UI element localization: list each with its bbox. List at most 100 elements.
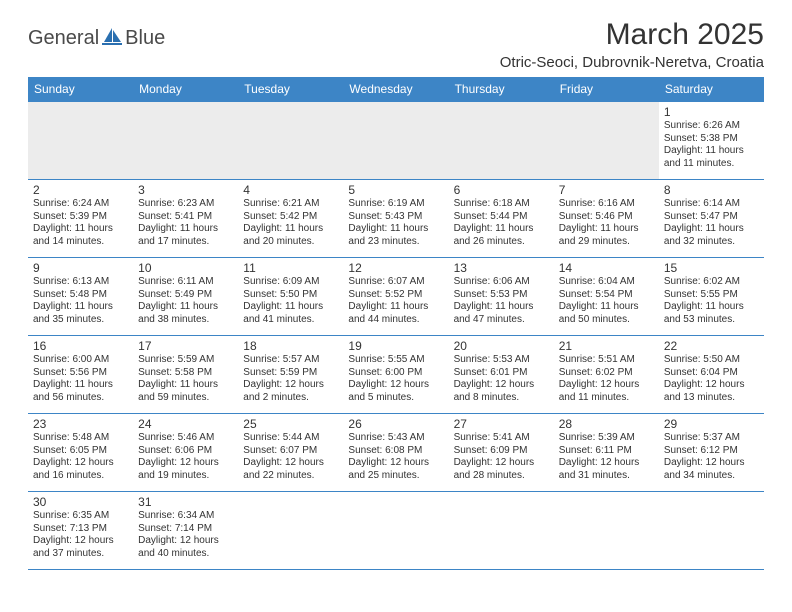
weekday-saturday: Saturday [659,77,764,102]
day-number: 16 [33,339,128,353]
day-number: 7 [559,183,654,197]
calendar-week-row: 1Sunrise: 6:26 AMSunset: 5:38 PMDaylight… [28,102,764,180]
day-info: Sunrise: 5:39 AMSunset: 6:11 PMDaylight:… [559,432,654,482]
day-number: 26 [348,417,443,431]
day-info: Sunrise: 6:07 AMSunset: 5:52 PMDaylight:… [348,276,443,326]
day-info: Sunrise: 6:21 AMSunset: 5:42 PMDaylight:… [243,198,338,248]
calendar-day-cell: 1Sunrise: 6:26 AMSunset: 5:38 PMDaylight… [659,102,764,180]
day-number: 8 [664,183,759,197]
day-number: 1 [664,105,759,119]
logo-text-general: General [28,27,99,50]
calendar-day-cell [343,102,448,180]
calendar-day-cell: 24Sunrise: 5:46 AMSunset: 6:06 PMDayligh… [133,414,238,492]
calendar-day-cell: 6Sunrise: 6:18 AMSunset: 5:44 PMDaylight… [449,180,554,258]
calendar-day-cell: 19Sunrise: 5:55 AMSunset: 6:00 PMDayligh… [343,336,448,414]
day-info: Sunrise: 6:04 AMSunset: 5:54 PMDaylight:… [559,276,654,326]
weekday-friday: Friday [554,77,659,102]
calendar-day-cell: 17Sunrise: 5:59 AMSunset: 5:58 PMDayligh… [133,336,238,414]
day-number: 25 [243,417,338,431]
calendar-day-cell [238,102,343,180]
logo: General Blue [28,26,165,51]
day-info: Sunrise: 6:11 AMSunset: 5:49 PMDaylight:… [138,276,233,326]
calendar-week-row: 2Sunrise: 6:24 AMSunset: 5:39 PMDaylight… [28,180,764,258]
calendar-day-cell: 27Sunrise: 5:41 AMSunset: 6:09 PMDayligh… [449,414,554,492]
calendar-day-cell [554,492,659,570]
calendar-week-row: 9Sunrise: 6:13 AMSunset: 5:48 PMDaylight… [28,258,764,336]
day-number: 13 [454,261,549,275]
day-info: Sunrise: 6:35 AMSunset: 7:13 PMDaylight:… [33,510,128,560]
day-number: 31 [138,495,233,509]
day-info: Sunrise: 6:19 AMSunset: 5:43 PMDaylight:… [348,198,443,248]
day-number: 12 [348,261,443,275]
calendar-day-cell [343,492,448,570]
day-number: 18 [243,339,338,353]
day-number: 5 [348,183,443,197]
day-number: 2 [33,183,128,197]
calendar-day-cell: 13Sunrise: 6:06 AMSunset: 5:53 PMDayligh… [449,258,554,336]
day-info: Sunrise: 5:46 AMSunset: 6:06 PMDaylight:… [138,432,233,482]
day-info: Sunrise: 6:13 AMSunset: 5:48 PMDaylight:… [33,276,128,326]
calendar-day-cell: 28Sunrise: 5:39 AMSunset: 6:11 PMDayligh… [554,414,659,492]
weekday-thursday: Thursday [449,77,554,102]
day-number: 29 [664,417,759,431]
day-info: Sunrise: 5:53 AMSunset: 6:01 PMDaylight:… [454,354,549,404]
day-info: Sunrise: 6:18 AMSunset: 5:44 PMDaylight:… [454,198,549,248]
day-number: 19 [348,339,443,353]
day-info: Sunrise: 6:06 AMSunset: 5:53 PMDaylight:… [454,276,549,326]
calendar-day-cell: 23Sunrise: 5:48 AMSunset: 6:05 PMDayligh… [28,414,133,492]
day-info: Sunrise: 6:09 AMSunset: 5:50 PMDaylight:… [243,276,338,326]
day-number: 11 [243,261,338,275]
day-info: Sunrise: 5:44 AMSunset: 6:07 PMDaylight:… [243,432,338,482]
day-info: Sunrise: 5:41 AMSunset: 6:09 PMDaylight:… [454,432,549,482]
day-number: 21 [559,339,654,353]
day-info: Sunrise: 5:48 AMSunset: 6:05 PMDaylight:… [33,432,128,482]
sail-icon [101,26,123,51]
weekday-header-row: Sunday Monday Tuesday Wednesday Thursday… [28,77,764,102]
month-title: March 2025 [500,18,764,52]
day-info: Sunrise: 6:23 AMSunset: 5:41 PMDaylight:… [138,198,233,248]
day-info: Sunrise: 6:14 AMSunset: 5:47 PMDaylight:… [664,198,759,248]
day-info: Sunrise: 5:50 AMSunset: 6:04 PMDaylight:… [664,354,759,404]
day-number: 10 [138,261,233,275]
calendar-day-cell: 5Sunrise: 6:19 AMSunset: 5:43 PMDaylight… [343,180,448,258]
calendar-day-cell: 9Sunrise: 6:13 AMSunset: 5:48 PMDaylight… [28,258,133,336]
calendar-day-cell: 11Sunrise: 6:09 AMSunset: 5:50 PMDayligh… [238,258,343,336]
day-number: 14 [559,261,654,275]
calendar-day-cell: 3Sunrise: 6:23 AMSunset: 5:41 PMDaylight… [133,180,238,258]
calendar-day-cell [449,492,554,570]
day-info: Sunrise: 5:57 AMSunset: 5:59 PMDaylight:… [243,354,338,404]
calendar-day-cell: 14Sunrise: 6:04 AMSunset: 5:54 PMDayligh… [554,258,659,336]
day-number: 23 [33,417,128,431]
calendar-day-cell [133,102,238,180]
location-text: Otric-Seoci, Dubrovnik-Neretva, Croatia [500,54,764,71]
calendar-day-cell: 12Sunrise: 6:07 AMSunset: 5:52 PMDayligh… [343,258,448,336]
calendar-day-cell [659,492,764,570]
calendar-day-cell: 2Sunrise: 6:24 AMSunset: 5:39 PMDaylight… [28,180,133,258]
calendar-day-cell: 18Sunrise: 5:57 AMSunset: 5:59 PMDayligh… [238,336,343,414]
day-info: Sunrise: 6:02 AMSunset: 5:55 PMDaylight:… [664,276,759,326]
weekday-wednesday: Wednesday [343,77,448,102]
day-number: 9 [33,261,128,275]
weekday-tuesday: Tuesday [238,77,343,102]
day-number: 3 [138,183,233,197]
calendar-day-cell: 29Sunrise: 5:37 AMSunset: 6:12 PMDayligh… [659,414,764,492]
day-info: Sunrise: 6:16 AMSunset: 5:46 PMDaylight:… [559,198,654,248]
day-info: Sunrise: 5:43 AMSunset: 6:08 PMDaylight:… [348,432,443,482]
title-block: March 2025 Otric-Seoci, Dubrovnik-Neretv… [500,18,764,71]
calendar-day-cell: 16Sunrise: 6:00 AMSunset: 5:56 PMDayligh… [28,336,133,414]
day-number: 30 [33,495,128,509]
calendar-week-row: 16Sunrise: 6:00 AMSunset: 5:56 PMDayligh… [28,336,764,414]
calendar-day-cell: 26Sunrise: 5:43 AMSunset: 6:08 PMDayligh… [343,414,448,492]
day-number: 27 [454,417,549,431]
weekday-monday: Monday [133,77,238,102]
calendar-table: Sunday Monday Tuesday Wednesday Thursday… [28,77,764,570]
calendar-day-cell: 31Sunrise: 6:34 AMSunset: 7:14 PMDayligh… [133,492,238,570]
calendar-week-row: 23Sunrise: 5:48 AMSunset: 6:05 PMDayligh… [28,414,764,492]
logo-text-blue: Blue [125,27,165,50]
day-number: 6 [454,183,549,197]
calendar-day-cell: 7Sunrise: 6:16 AMSunset: 5:46 PMDaylight… [554,180,659,258]
day-number: 20 [454,339,549,353]
calendar-day-cell [554,102,659,180]
calendar-day-cell: 22Sunrise: 5:50 AMSunset: 6:04 PMDayligh… [659,336,764,414]
calendar-day-cell: 4Sunrise: 6:21 AMSunset: 5:42 PMDaylight… [238,180,343,258]
